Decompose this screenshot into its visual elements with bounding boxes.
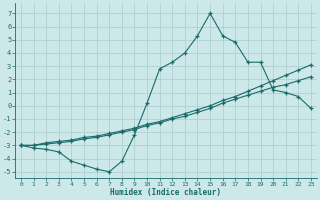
X-axis label: Humidex (Indice chaleur): Humidex (Indice chaleur) — [110, 188, 221, 197]
